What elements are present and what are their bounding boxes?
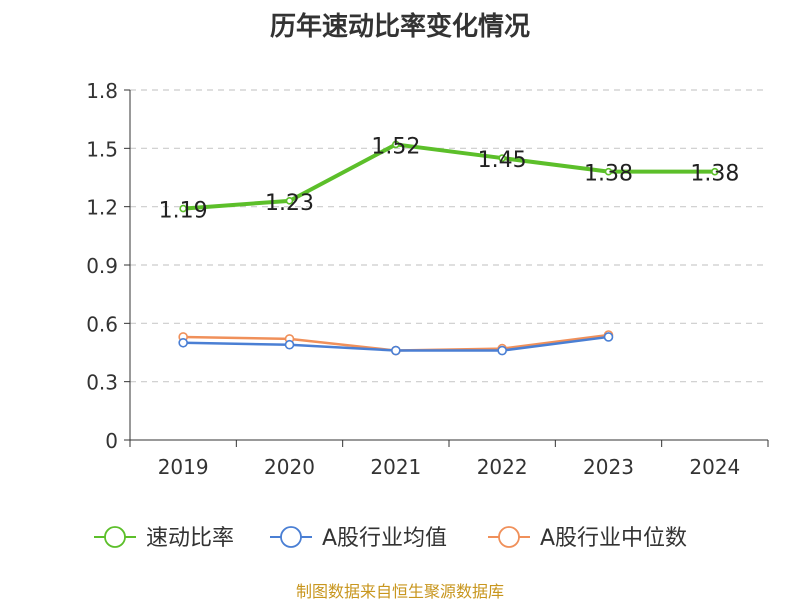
data-point: [604, 167, 613, 176]
source-text: 制图数据来自恒生聚源数据库: [295, 582, 504, 601]
data-point: [179, 204, 187, 213]
legend-label: A股行业中位数: [540, 526, 687, 551]
data-point: [391, 345, 401, 356]
data-label: 1.52: [371, 134, 420, 159]
y-tick-label: 0: [105, 429, 118, 453]
y-tick-label: 1.8: [86, 79, 118, 103]
y-tick-label: 0.3: [86, 371, 118, 395]
data-point: [498, 154, 506, 162]
data-point: [392, 140, 400, 149]
y-tick-label: 1.2: [86, 196, 118, 220]
data-label: 1.19: [159, 199, 208, 224]
data-point: [285, 197, 294, 205]
legend-marker: [104, 526, 126, 548]
y-tick-label: 0.9: [86, 254, 118, 278]
data-point: [284, 339, 295, 350]
data-point: [711, 167, 719, 176]
data-point: [497, 345, 507, 356]
legend-label: A股行业均值: [322, 526, 447, 551]
data-label: 1.38: [584, 162, 633, 187]
legend-marker: [498, 526, 520, 548]
x-tick-label: 2022: [477, 455, 528, 479]
y-tick-label: 0.6: [86, 312, 118, 336]
x-tick-label: 2019: [158, 455, 209, 479]
x-tick-label: 2024: [689, 455, 740, 479]
y-tick-label: 1.5: [86, 137, 118, 161]
data-label: 1.38: [690, 162, 739, 187]
x-tick-label: 2021: [370, 455, 421, 479]
data-point: [178, 337, 188, 348]
data-point: [603, 332, 614, 342]
chart-title: 历年速动比率变化情况: [269, 12, 530, 42]
data-label: 1.23: [265, 191, 314, 216]
legend-marker: [280, 526, 302, 548]
data-label: 1.45: [478, 148, 527, 173]
series-line: [183, 142, 715, 211]
x-tick-label: 2020: [264, 455, 315, 479]
x-tick-label: 2023: [583, 455, 634, 479]
legend-label: 速动比率: [146, 526, 234, 551]
